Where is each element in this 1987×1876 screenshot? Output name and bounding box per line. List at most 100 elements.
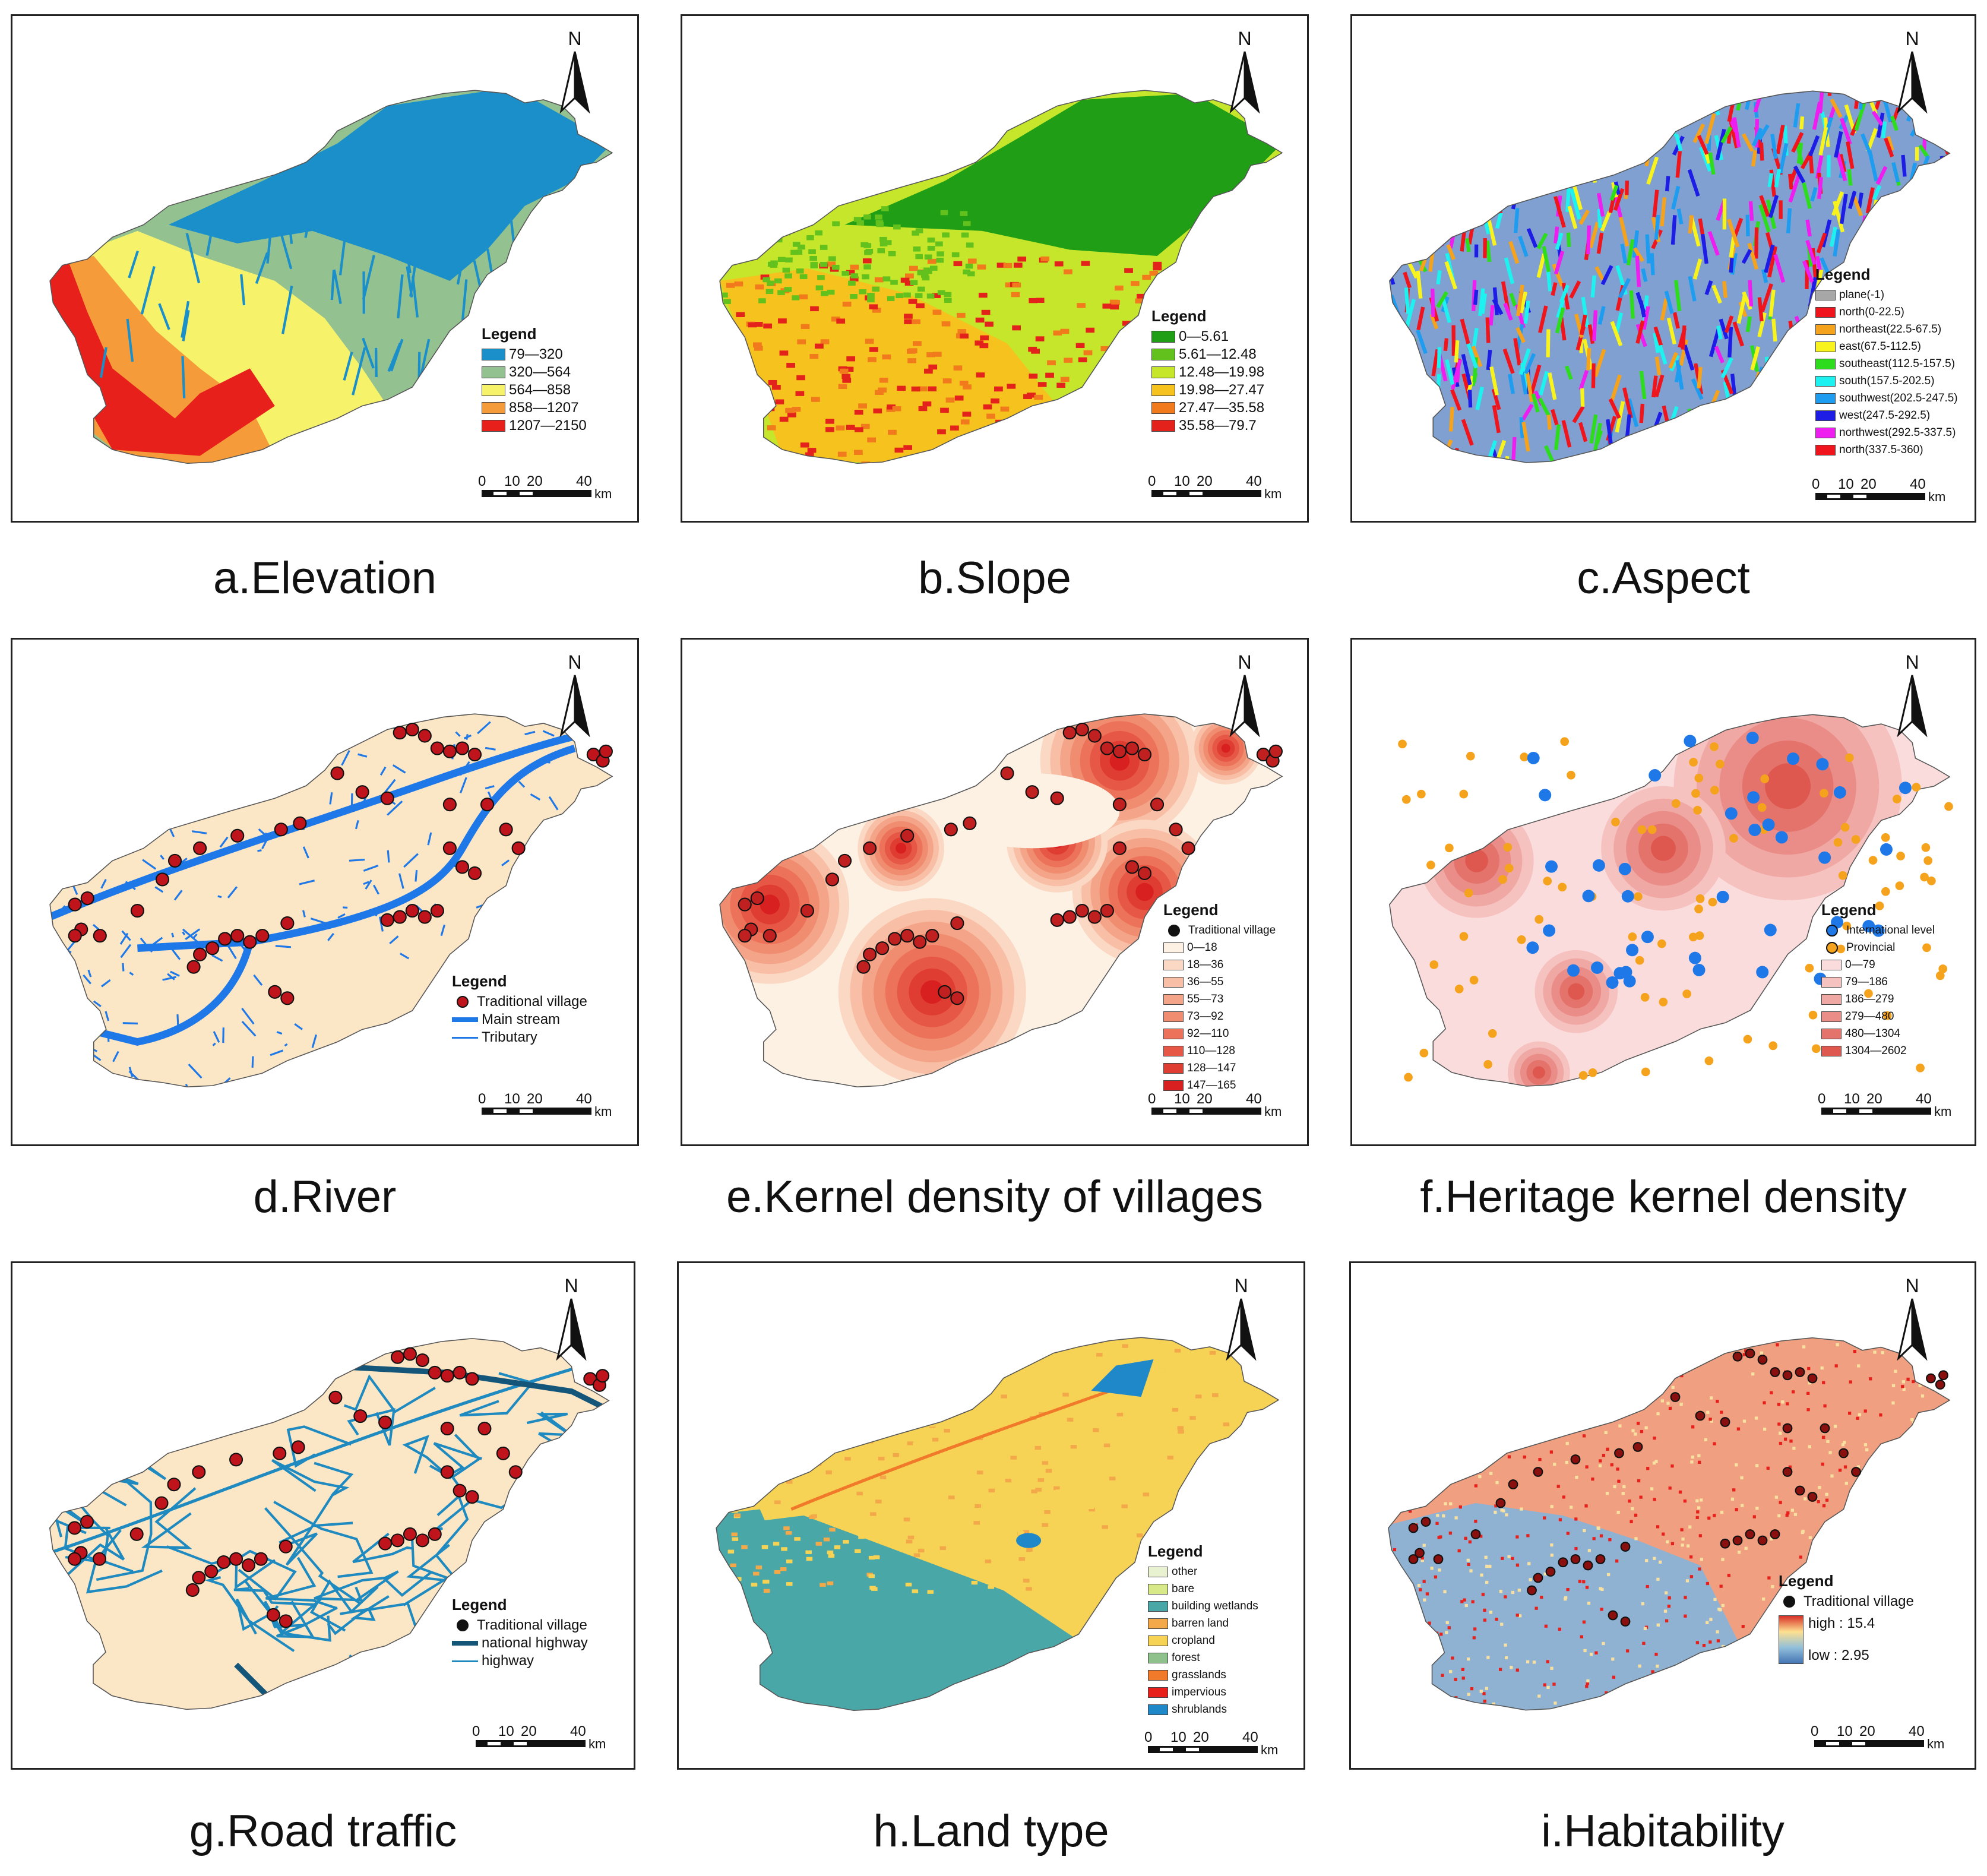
- legend-item: building wetlands: [1148, 1597, 1258, 1615]
- legend-item: 79—186: [1821, 973, 1935, 991]
- legend-item: 320—564: [482, 363, 587, 381]
- village-point: [273, 1446, 287, 1460]
- village-point: [950, 991, 964, 1005]
- legend-label: 27.47—35.58: [1179, 400, 1265, 416]
- scale-tick-label: 20: [521, 1723, 537, 1739]
- scale-tick-label: 40: [1242, 1729, 1258, 1745]
- provincial-heritage-point: [1688, 932, 1698, 942]
- international-heritage-point: [1725, 807, 1738, 820]
- scale-tick-label: 10: [1170, 1729, 1186, 1745]
- legend-swatch: [1815, 289, 1836, 300]
- village-point: [900, 828, 915, 843]
- scale-tick-label: 0: [1818, 1091, 1826, 1107]
- legend-swatch: [1148, 1652, 1168, 1663]
- legend-label: highway: [482, 1653, 534, 1669]
- provincial-heritage-point: [1944, 802, 1953, 811]
- scale-bar: 0 10 20 40 km: [1144, 1729, 1284, 1765]
- legend-label: 92—110: [1187, 1027, 1229, 1040]
- village-point: [391, 1350, 405, 1364]
- legend-label: west(247.5-292.5): [1839, 409, 1931, 422]
- international-heritage-point: [1527, 751, 1540, 764]
- village-point: [455, 860, 470, 874]
- caption-elevation: a.Elevation: [213, 553, 437, 603]
- village-point: [1570, 1554, 1581, 1564]
- legend-item: 12.48—19.98: [1151, 363, 1264, 381]
- north-label: N: [1238, 651, 1252, 673]
- legend-label: barren land: [1172, 1616, 1229, 1630]
- legend-swatch: [452, 1641, 478, 1646]
- legend-title: Legend: [482, 325, 537, 343]
- village-point: [596, 1369, 610, 1383]
- legend-label: Traditional village: [477, 994, 587, 1010]
- legend-item: other: [1148, 1563, 1258, 1580]
- north-arrow-icon: [1897, 675, 1928, 738]
- provincial-heritage-point: [1694, 904, 1703, 913]
- legend-swatch: [1821, 1028, 1842, 1039]
- north-label: N: [1234, 1275, 1248, 1296]
- international-heritage-point: [1764, 923, 1777, 937]
- legend-swatch: [1163, 959, 1184, 970]
- village-point: [1000, 766, 1014, 780]
- legend-swatch: [1163, 1011, 1184, 1022]
- scale-tick-label: 0: [478, 1091, 486, 1107]
- village-point: [415, 1353, 429, 1368]
- legend-label: east(67.5-112.5): [1839, 340, 1922, 353]
- legend-title: Legend: [1163, 901, 1219, 919]
- village-point: [403, 1347, 417, 1361]
- village-point: [280, 916, 295, 931]
- north-label: N: [1238, 28, 1252, 49]
- north-arrow-icon: [1229, 51, 1260, 114]
- legend-label: 110—128: [1187, 1044, 1235, 1057]
- international-heritage-point: [1775, 831, 1788, 844]
- provincial-heritage-point: [1704, 1056, 1714, 1065]
- provincial-heritage-point: [1833, 838, 1843, 847]
- map-panel-aspect: N Legend plane(-1) north(0-22.5) northeast(2…: [1350, 14, 1976, 523]
- legend-item: national highway: [452, 1634, 588, 1652]
- provincial-heritage-point: [1840, 822, 1850, 832]
- scale-tick-label: 40: [576, 1091, 592, 1107]
- legend-label: 0—79: [1845, 958, 1875, 971]
- map-panel-road: N Legend Traditional village national highw…: [11, 1261, 635, 1770]
- provincial-heritage-point: [1864, 989, 1873, 998]
- provincial-heritage-point: [1445, 843, 1454, 853]
- map-legend: Legend Traditional village 0—18 18—36 36—55 5…: [1163, 901, 1276, 1094]
- legend-swatch: [1815, 341, 1836, 352]
- scale-tick-label: 40: [1910, 476, 1926, 492]
- legend-title: Legend: [452, 972, 507, 990]
- caption-river: d.River: [253, 1172, 397, 1222]
- legend-item: north(0-22.5): [1815, 303, 1958, 321]
- scale-tick-label: 20: [1861, 476, 1877, 492]
- scale-tick-label: 10: [504, 473, 520, 489]
- scale-bar: 0 10 20 40 km: [1148, 473, 1288, 509]
- village-point: [1807, 1373, 1818, 1384]
- north-arrow-icon: [559, 51, 590, 114]
- village-point: [380, 791, 394, 805]
- legend-swatch: [482, 402, 505, 414]
- village-point: [1256, 747, 1270, 762]
- village-point: [1620, 1542, 1631, 1552]
- village-point: [1720, 1538, 1730, 1549]
- provincial-heritage-point: [1659, 997, 1668, 1007]
- legend-item: forest: [1148, 1649, 1258, 1666]
- legend-item: 18—36: [1163, 956, 1276, 973]
- legend-label: 55—73: [1187, 992, 1224, 1005]
- legend-swatch: [1163, 1080, 1184, 1091]
- map-panel-kernel-villages: N Legend Traditional village 0—18 18—36 36—55…: [681, 638, 1309, 1146]
- provincial-heritage-point: [1628, 932, 1637, 941]
- legend-item: Provincial: [1821, 939, 1935, 956]
- village-point: [80, 891, 94, 906]
- provincial-heritage-point: [1498, 875, 1507, 884]
- village-point: [1268, 744, 1283, 758]
- legend-label: shrublands: [1172, 1703, 1227, 1716]
- village-point: [453, 1483, 467, 1498]
- international-heritage-point: [1862, 920, 1875, 933]
- village-point: [255, 929, 270, 943]
- legend-swatch: [1148, 1600, 1168, 1612]
- legend-swatch: [1151, 384, 1175, 396]
- village-point: [415, 1533, 429, 1548]
- legend-item: 36—55: [1163, 973, 1276, 991]
- village-point: [496, 1446, 510, 1460]
- village-point: [762, 929, 777, 943]
- map-canvas: [49, 713, 613, 1088]
- legend-swatch: [1151, 331, 1175, 343]
